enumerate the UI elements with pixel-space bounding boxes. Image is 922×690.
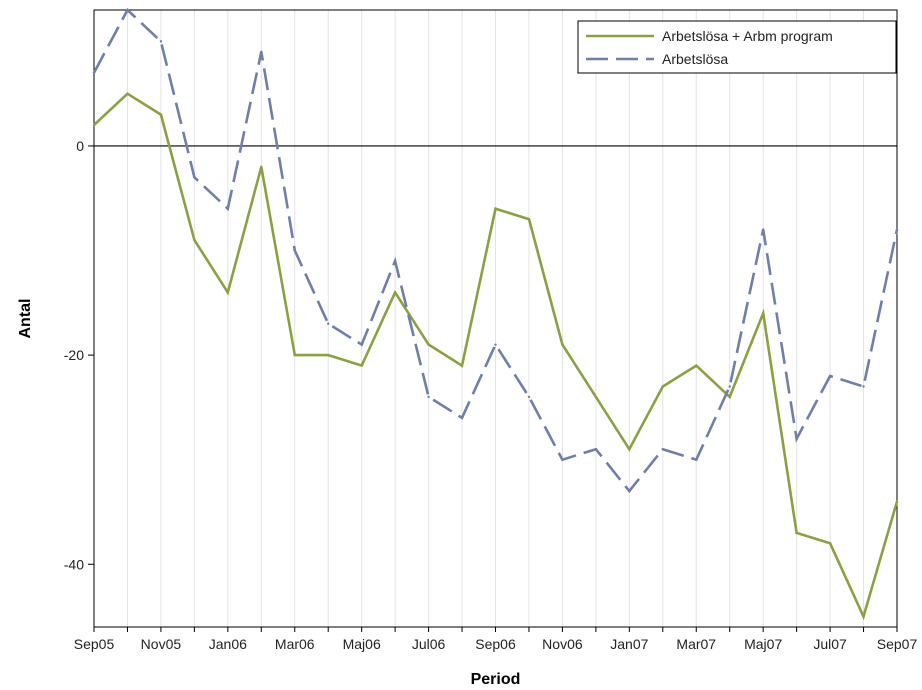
data-point — [728, 395, 731, 399]
data-point — [293, 353, 296, 357]
legend: Arbetslösa + Arbm program Arbetslösa — [577, 20, 897, 74]
data-point — [92, 123, 96, 127]
grid-lines — [93, 10, 898, 627]
data-point — [795, 531, 798, 535]
data-point — [527, 395, 531, 399]
data-point — [895, 500, 899, 503]
legend-label: Arbetslösa + Arbm program — [662, 28, 833, 44]
data-point — [761, 228, 765, 231]
data-point — [92, 71, 96, 74]
x-tick-label: Sep05 — [74, 636, 115, 652]
data-point — [126, 8, 129, 12]
x-tick-label: Nov05 — [141, 636, 182, 652]
data-point — [695, 364, 698, 367]
data-point — [594, 395, 598, 399]
x-tick-label: Nov06 — [542, 636, 583, 652]
data-point — [661, 448, 664, 451]
data-point — [761, 312, 765, 315]
data-point — [828, 542, 832, 545]
y-axis-title: Antal — [17, 299, 34, 339]
data-point — [728, 385, 731, 388]
data-point — [226, 291, 230, 294]
data-point — [159, 113, 163, 116]
data-point — [260, 50, 263, 54]
data-point — [460, 364, 464, 367]
data-point — [360, 343, 363, 346]
data-point — [628, 489, 631, 493]
data-point — [159, 40, 163, 43]
data-point — [695, 458, 698, 461]
x-axis-title: Period — [471, 671, 521, 688]
data-point — [661, 385, 664, 388]
y-tick-label: 0 — [76, 138, 84, 154]
data-point — [895, 228, 899, 231]
data-point — [862, 385, 865, 388]
data-point — [628, 448, 631, 451]
y-tick-label: -40 — [64, 556, 84, 572]
data-point — [327, 322, 330, 325]
x-tick-label: Maj06 — [343, 636, 381, 652]
x-tick-label: Sep07 — [877, 636, 918, 652]
legend-label: Arbetslösa — [662, 51, 728, 67]
data-point — [828, 374, 832, 378]
data-point — [126, 92, 129, 95]
data-point — [494, 207, 497, 210]
x-tick-label: Jul07 — [813, 636, 847, 652]
data-point — [527, 217, 531, 221]
data-point — [561, 458, 564, 461]
series-1 — [92, 92, 899, 621]
data-point — [594, 448, 598, 451]
data-point — [360, 364, 363, 367]
data-point — [260, 165, 263, 169]
data-point — [293, 249, 296, 252]
data-point — [427, 343, 430, 346]
y-axis: -40 -20 0 — [64, 138, 94, 572]
data-point — [327, 353, 330, 357]
series-2 — [92, 7, 899, 494]
y-tick-label: -20 — [64, 347, 84, 363]
data-point — [193, 238, 196, 242]
x-tick-label: Mar07 — [676, 636, 716, 652]
legend-box — [577, 20, 897, 74]
data-point — [393, 291, 397, 294]
x-tick-label: Jan06 — [209, 636, 247, 652]
x-tick-label: Sep06 — [475, 636, 516, 652]
x-tick-label: Jul06 — [412, 636, 446, 652]
data-point — [561, 343, 564, 346]
data-point — [862, 615, 865, 618]
data-point — [795, 437, 798, 440]
x-tick-label: Jan07 — [610, 636, 648, 652]
data-point — [193, 176, 196, 179]
data-point — [226, 207, 230, 210]
x-tick-label: Maj07 — [744, 636, 782, 652]
data-point — [460, 416, 464, 420]
data-point — [393, 259, 397, 263]
data-point — [427, 395, 430, 399]
x-axis: Sep05 Nov05 Jan06 Mar06 Maj06 Jul06 Sep06 Nov06… — [74, 627, 918, 652]
x-tick-label: Mar06 — [275, 636, 315, 652]
data-point — [494, 343, 497, 346]
